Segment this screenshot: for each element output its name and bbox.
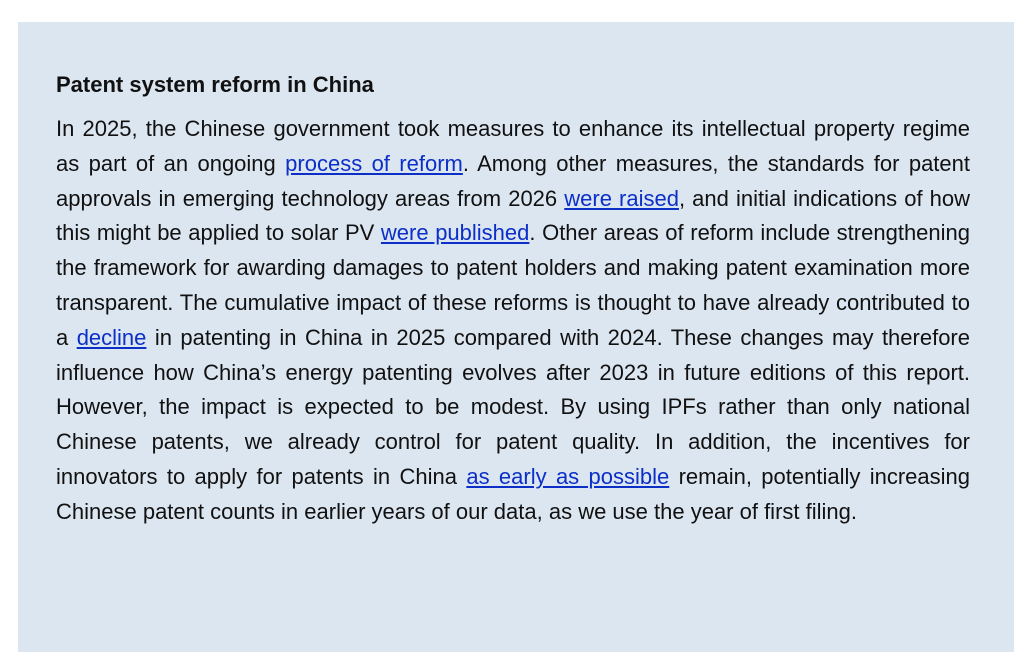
- text-run: . Among other measures, the standards fo…: [56, 150, 970, 211]
- info-box: Patent system reform in China In 2025, t…: [18, 22, 1014, 652]
- link[interactable]: were raised: [564, 185, 679, 211]
- link[interactable]: were published: [380, 220, 530, 246]
- text-run: in patenting in China in 2025 compared w…: [56, 324, 970, 489]
- text-run: remain, potentially increasing Chinese p…: [56, 463, 970, 524]
- paragraph: In 2025, the Chinese government took mea…: [56, 112, 970, 530]
- link[interactable]: process of reform: [285, 150, 463, 176]
- text-run: . Other areas of reform include strength…: [56, 220, 971, 350]
- text-run: , and initial indications of how this mi…: [56, 185, 971, 246]
- link[interactable]: decline: [76, 324, 147, 350]
- link[interactable]: as early as possible: [466, 463, 670, 489]
- box-title: Patent system reform in China: [56, 72, 374, 97]
- text-run: In 2025, the Chinese government took mea…: [56, 116, 970, 176]
